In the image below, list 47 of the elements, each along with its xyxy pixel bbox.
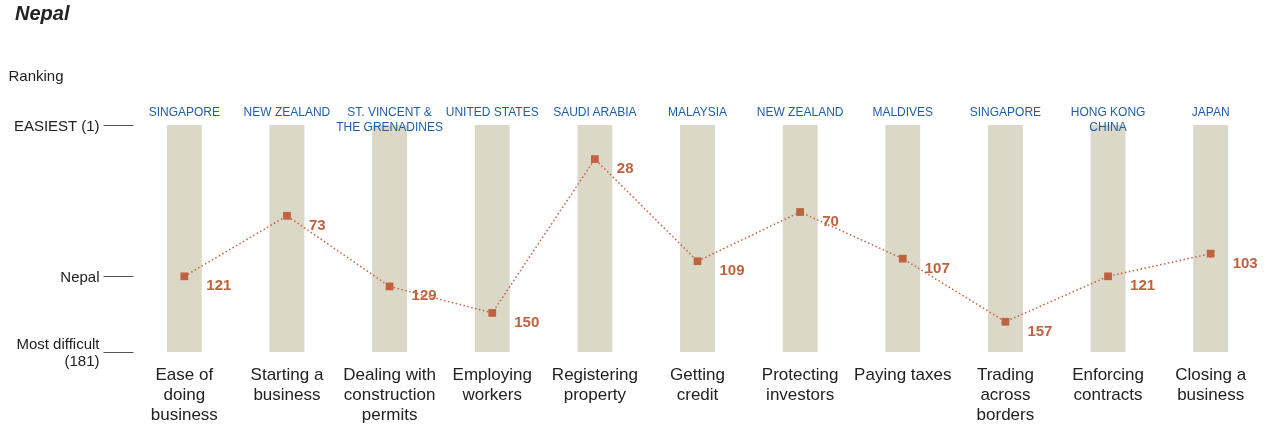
text: SINGAPORE <box>969 105 1042 119</box>
point <box>180 272 189 281</box>
point <box>590 155 599 163</box>
data-label: 28 <box>616 159 634 177</box>
point <box>693 257 702 266</box>
x-tick-label: Dealing with construction permits <box>343 364 436 424</box>
x-tick-label: Paying taxes <box>854 364 952 384</box>
text: SINGAPORE <box>148 105 220 119</box>
y-tick-label: EASIEST (1) <box>13 116 100 134</box>
y-tick-label: Most difficult (181) <box>16 335 101 369</box>
text: NEW ZEALAND <box>243 105 331 119</box>
annotation: HONG KONG CHINA <box>1070 105 1146 134</box>
x-tick-label: Enforcing contracts <box>1072 364 1144 404</box>
text: SAUDI ARABIA <box>553 105 637 119</box>
point <box>898 254 907 263</box>
text: MALDIVES <box>872 105 934 119</box>
data-label: 129 <box>411 286 437 304</box>
data-label: 70 <box>822 212 839 230</box>
data-label: 107 <box>924 258 950 276</box>
text: MALAYSIA <box>667 105 728 119</box>
data-label: 150 <box>514 312 540 330</box>
x-tick-label: Protecting investors <box>761 364 839 404</box>
data-label: 121 <box>1130 276 1156 294</box>
annotation: ST. VINCENT & THE GRENADINES <box>336 105 443 134</box>
x-tick-label: Getting credit <box>670 364 725 404</box>
point <box>1001 317 1010 326</box>
data-label: 157 <box>1027 321 1053 339</box>
point <box>1104 272 1112 281</box>
x-tick-label: Trading across borders <box>976 364 1035 424</box>
data-label: 109 <box>719 261 745 279</box>
data-label: 121 <box>206 276 232 294</box>
point <box>796 208 805 216</box>
x-tick-label: Ease of doing business <box>150 364 218 424</box>
text: NEW ZEALAND <box>756 105 844 119</box>
y-axis-title: Ranking <box>8 66 64 84</box>
y-tick-label: Nepal <box>60 267 100 285</box>
data-label: 73 <box>308 215 326 233</box>
point <box>283 211 291 220</box>
text: JAPAN <box>1191 105 1230 119</box>
text: UNITED STATES <box>445 105 539 119</box>
x-tick-label: Registering property <box>551 364 638 404</box>
point <box>1206 249 1215 258</box>
x-tick-label: Employing workers <box>452 364 532 404</box>
x-tick-label: Closing a business <box>1175 364 1247 404</box>
data-label: 103 <box>1232 253 1258 271</box>
point <box>488 309 497 317</box>
x-tick-label: Starting a business <box>250 364 324 404</box>
